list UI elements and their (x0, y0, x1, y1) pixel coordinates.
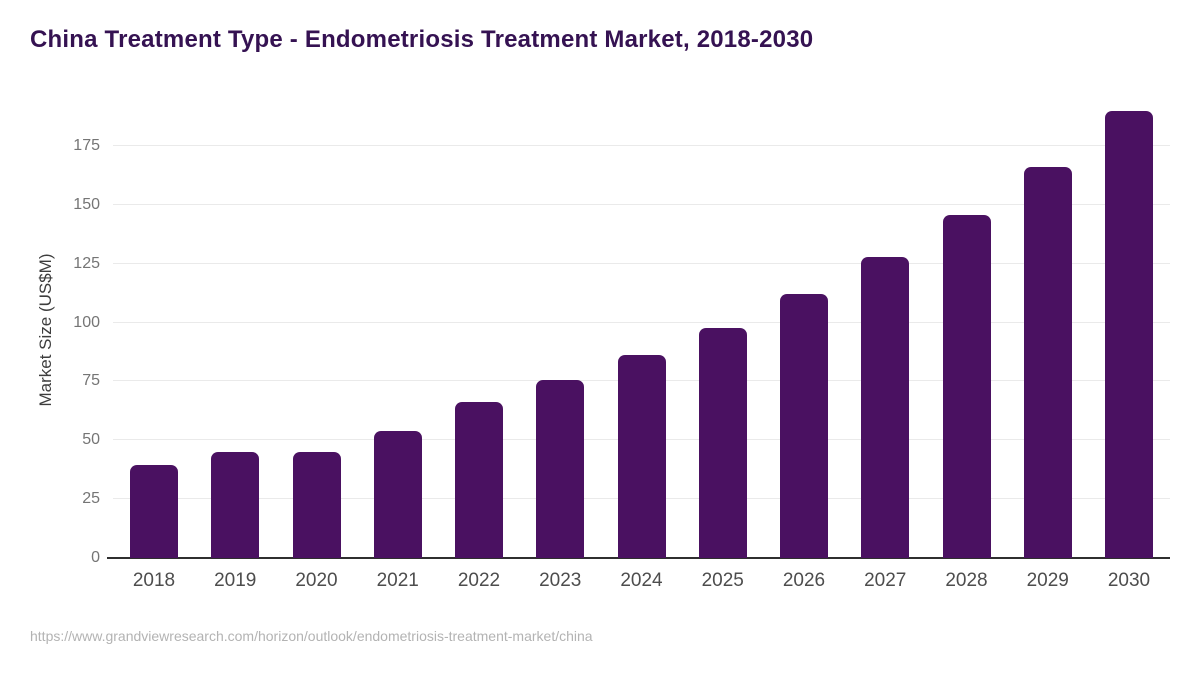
y-tick-labels: 0 25 50 75 100 125 150 175 (0, 95, 100, 565)
y-tick-label: 50 (82, 431, 100, 449)
bar-2018 (130, 464, 178, 558)
x-tick-label: 2029 (1026, 570, 1069, 591)
x-tick-label: 2027 (864, 570, 907, 591)
x-tick-label: 2025 (701, 570, 744, 591)
y-tick-label: 125 (73, 254, 100, 272)
gridline (113, 203, 1170, 205)
x-tick-label: 2022 (457, 570, 501, 591)
x-tick-label: 2026 (782, 570, 826, 591)
x-tick-label: 2018 (132, 570, 176, 591)
bar-2020 (292, 452, 341, 558)
y-tick-label: 0 (91, 549, 100, 566)
bar-2029 (1023, 167, 1072, 558)
bar-2025 (698, 327, 747, 558)
bar-2030 (1105, 110, 1153, 558)
x-tick-label: 2024 (620, 570, 663, 591)
gridline (113, 321, 1170, 323)
x-tick-label: 2023 (539, 570, 582, 591)
bar-2027 (861, 256, 910, 558)
source-url: https://www.grandviewresearch.com/horizo… (30, 628, 593, 644)
y-tick-label: 25 (82, 490, 100, 508)
bar-2019 (211, 451, 260, 558)
chart-title: China Treatment Type - Endometriosis Tre… (30, 26, 814, 53)
x-axis-line (107, 557, 1170, 559)
y-tick-label: 150 (73, 195, 100, 213)
bar-2026 (780, 294, 828, 558)
y-tick-label: 175 (73, 136, 100, 154)
x-tick-label: 2021 (376, 570, 419, 591)
x-tick-label: 2030 (1107, 570, 1151, 591)
y-tick-label: 100 (73, 313, 100, 331)
bar-2022 (455, 401, 503, 558)
x-tick-label: 2020 (295, 570, 338, 591)
gridline (113, 262, 1170, 264)
x-tick-labels: 2018 2019 2020 2021 2022 2023 2024 2025 2026 2027… (113, 570, 1170, 600)
bar-2021 (373, 431, 422, 558)
x-tick-label: 2019 (214, 570, 257, 591)
bar-2024 (617, 355, 666, 558)
bar-2028 (942, 215, 991, 558)
gridline (113, 144, 1170, 146)
y-tick-label: 75 (82, 372, 100, 390)
plot-area (107, 95, 1170, 559)
bar-2023 (536, 380, 585, 558)
x-tick-label: 2028 (945, 570, 988, 591)
